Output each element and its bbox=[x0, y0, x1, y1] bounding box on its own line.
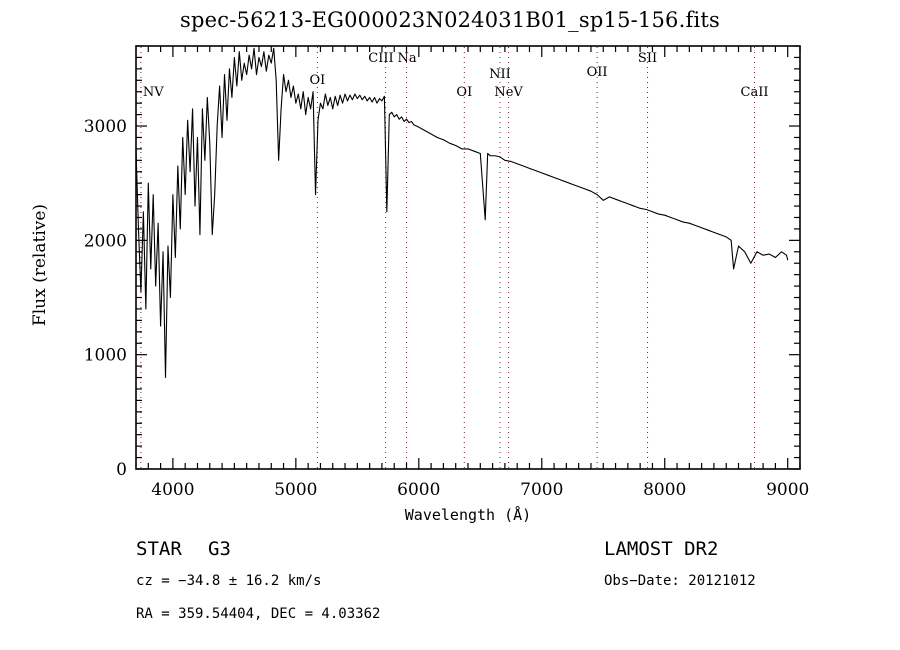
spectral-line-labels: NV OI CIII Na OI NII NeV OII SII CaII bbox=[143, 51, 769, 100]
plot-frame bbox=[135, 45, 801, 470]
line-label-oi: OI bbox=[309, 73, 325, 88]
x-axis-title: Wavelength (Å) bbox=[404, 506, 532, 524]
line-label-ciii: CIII bbox=[368, 51, 393, 66]
y-tick-labels: 0 1000 2000 3000 bbox=[84, 117, 127, 480]
line-label-caii: CaII bbox=[741, 85, 769, 100]
y-tick-label: 2000 bbox=[84, 231, 127, 251]
line-label-nii: NII bbox=[489, 67, 511, 82]
line-label-oii: OII bbox=[587, 65, 608, 80]
x-tick-labels: 4000 5000 6000 7000 8000 9000 bbox=[151, 480, 809, 500]
line-label-na: Na bbox=[398, 51, 417, 66]
x-tick-label: 5000 bbox=[274, 480, 317, 500]
x-tick-label: 7000 bbox=[520, 480, 563, 500]
figure-title: spec-56213-EG000023N024031B01_sp15-156.f… bbox=[180, 8, 720, 32]
spectrum-trace bbox=[135, 47, 789, 379]
x-tick-label: 9000 bbox=[766, 480, 809, 500]
x-tick-label: 8000 bbox=[643, 480, 686, 500]
line-label-sii: SII bbox=[638, 51, 657, 66]
y-tick-label: 3000 bbox=[84, 117, 127, 137]
x-tick-label: 4000 bbox=[151, 480, 194, 500]
line-label-oi: OI bbox=[456, 85, 472, 100]
y-tick-label: 0 bbox=[116, 460, 127, 480]
line-label-nev: NeV bbox=[494, 85, 523, 100]
y-tick-label: 1000 bbox=[84, 346, 127, 366]
axis-ticks bbox=[136, 45, 801, 470]
x-tick-label: 6000 bbox=[397, 480, 440, 500]
line-marker-gridlines bbox=[140, 47, 756, 468]
line-label-nv: NV bbox=[143, 85, 164, 100]
y-axis-title: Flux (relative) bbox=[30, 203, 50, 327]
